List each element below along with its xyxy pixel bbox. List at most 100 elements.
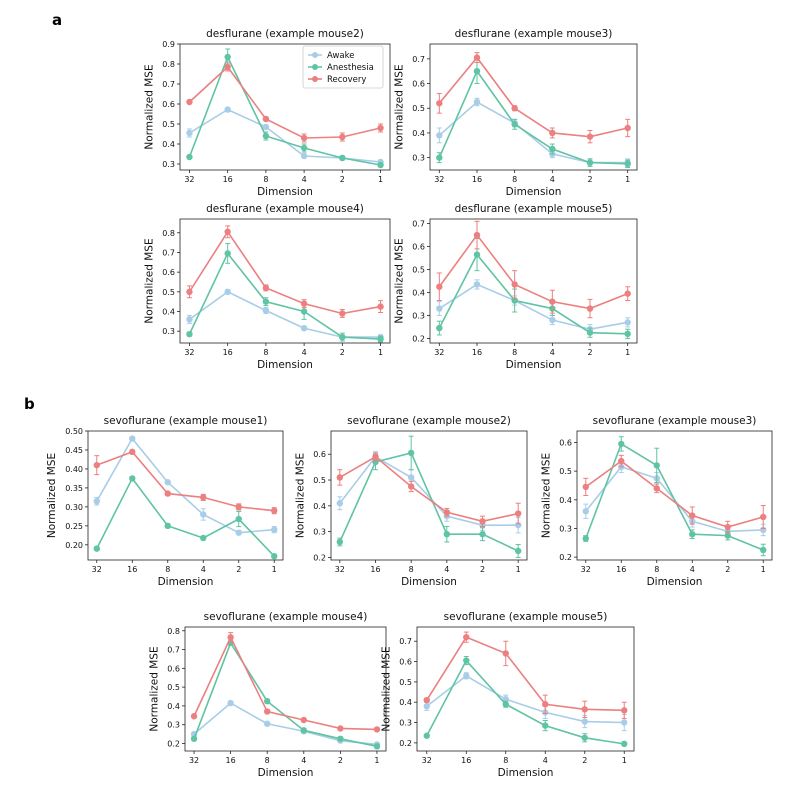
y-tick-label: 0.4 <box>162 308 175 317</box>
y-tick-label: 0.40 <box>65 465 83 474</box>
data-point <box>586 305 594 312</box>
data-point <box>339 133 346 141</box>
y-axis-label: Normalized MSE <box>148 646 160 731</box>
data-point <box>502 650 509 657</box>
data-point <box>586 329 594 336</box>
y-tick-label: 0.7 <box>167 646 180 655</box>
x-tick-label: 32 <box>581 565 591 574</box>
series-line <box>188 65 381 139</box>
y-tick-label: 0.5 <box>399 678 412 687</box>
x-tick-label: 16 <box>127 565 137 574</box>
data-point <box>463 672 470 679</box>
series-anesthesia <box>582 436 767 557</box>
data-point <box>235 529 242 536</box>
series-line <box>96 450 275 512</box>
data-point <box>224 228 231 235</box>
data-point <box>264 698 271 705</box>
y-tick-label: 0.2 <box>313 553 326 562</box>
chart-title: desflurane (example mouse5) <box>455 203 613 215</box>
chart-6: sevoflurane (example mouse2) 32 16 8 4 2 1 0.2 0… <box>294 415 528 588</box>
data-point <box>473 251 481 258</box>
y-tick-label: 0.3 <box>162 327 175 336</box>
data-point <box>337 735 344 742</box>
data-point <box>473 67 481 75</box>
data-point <box>377 335 384 343</box>
legend-label: Recovery <box>327 75 366 85</box>
x-tick-label: 16 <box>223 175 233 184</box>
axes-frame <box>330 430 528 561</box>
data-point <box>407 483 415 490</box>
data-point <box>200 511 207 518</box>
data-point <box>760 546 767 554</box>
x-tick-label: 8 <box>654 565 659 574</box>
data-point <box>463 633 470 641</box>
data-point <box>300 134 308 142</box>
chart-title: sevoflurane (example mouse5) <box>444 611 608 623</box>
data-point <box>423 732 430 739</box>
series-line <box>438 101 628 164</box>
data-point <box>300 727 307 734</box>
data-point <box>262 307 270 314</box>
y-axis-label: Normalized MSE <box>380 646 392 731</box>
x-tick-label: 8 <box>512 348 517 357</box>
x-axis-label: Dimension <box>257 186 313 198</box>
data-point <box>473 281 481 288</box>
x-tick-label: 4 <box>690 565 695 574</box>
series-line <box>438 56 628 138</box>
series-line <box>193 635 377 731</box>
axes-frame <box>87 430 284 561</box>
chart-5: sevoflurane (example mouse1) 32 16 8 4 2 1 0.20… <box>46 415 284 588</box>
y-tick-label: 0.8 <box>162 229 175 238</box>
series-awake <box>436 279 631 335</box>
y-tick-label: 0.5 <box>162 288 175 297</box>
data-point <box>93 497 100 505</box>
chart-title: desflurane (example mouse4) <box>206 203 364 215</box>
x-tick-label: 1 <box>622 756 627 765</box>
data-point <box>511 105 518 112</box>
legend-item-awake: Awake <box>308 51 354 61</box>
y-tick-label: 0.7 <box>162 80 175 89</box>
x-tick-label: 16 <box>223 348 233 357</box>
data-point <box>227 699 234 707</box>
chart-title: desflurane (example mouse2) <box>206 28 364 40</box>
x-axis-label: Dimension <box>257 359 313 371</box>
chart-9: sevoflurane (example mouse5) 32 16 8 4 2 1 0.2 0… <box>380 611 635 779</box>
data-point <box>300 300 308 307</box>
data-point <box>621 740 628 748</box>
data-point <box>227 634 234 641</box>
data-point <box>264 720 271 727</box>
series-anesthesia <box>423 655 628 748</box>
x-axis-label: Dimension <box>498 767 554 779</box>
legend-label: Anesthesia <box>327 63 374 73</box>
y-tick-label: 0.6 <box>167 664 180 673</box>
y-tick-label: 0.5 <box>167 683 180 692</box>
x-tick-label: 4 <box>550 348 555 357</box>
series-anesthesia <box>93 475 278 560</box>
series-line <box>438 253 628 335</box>
data-point <box>514 510 522 517</box>
data-point <box>582 535 589 542</box>
x-tick-label: 4 <box>444 565 449 574</box>
x-tick-label: 16 <box>370 565 380 574</box>
data-point <box>549 129 556 137</box>
data-point <box>549 298 556 305</box>
x-tick-label: 1 <box>761 565 766 574</box>
data-point <box>164 490 171 497</box>
data-point <box>224 63 231 71</box>
data-point <box>624 290 631 297</box>
x-tick-label: 2 <box>340 348 345 357</box>
chart-title: sevoflurane (example mouse1) <box>104 415 268 427</box>
data-point <box>760 513 767 521</box>
series-recovery <box>423 631 628 719</box>
y-tick-label: 0.4 <box>162 140 175 149</box>
data-point <box>129 448 136 456</box>
x-tick-label: 16 <box>472 175 482 184</box>
y-tick-label: 0.7 <box>412 220 425 229</box>
y-tick-label: 0.7 <box>399 637 412 646</box>
chart-2: desflurane (example mouse3) 32 16 8 4 2 1 0.3 0.… <box>393 28 638 198</box>
x-axis-label: Dimension <box>647 576 703 588</box>
y-tick-label: 0.3 <box>559 524 572 533</box>
y-axis-label: Normalized MSE <box>143 64 155 149</box>
series-line <box>193 702 378 746</box>
series-recovery <box>436 52 631 144</box>
